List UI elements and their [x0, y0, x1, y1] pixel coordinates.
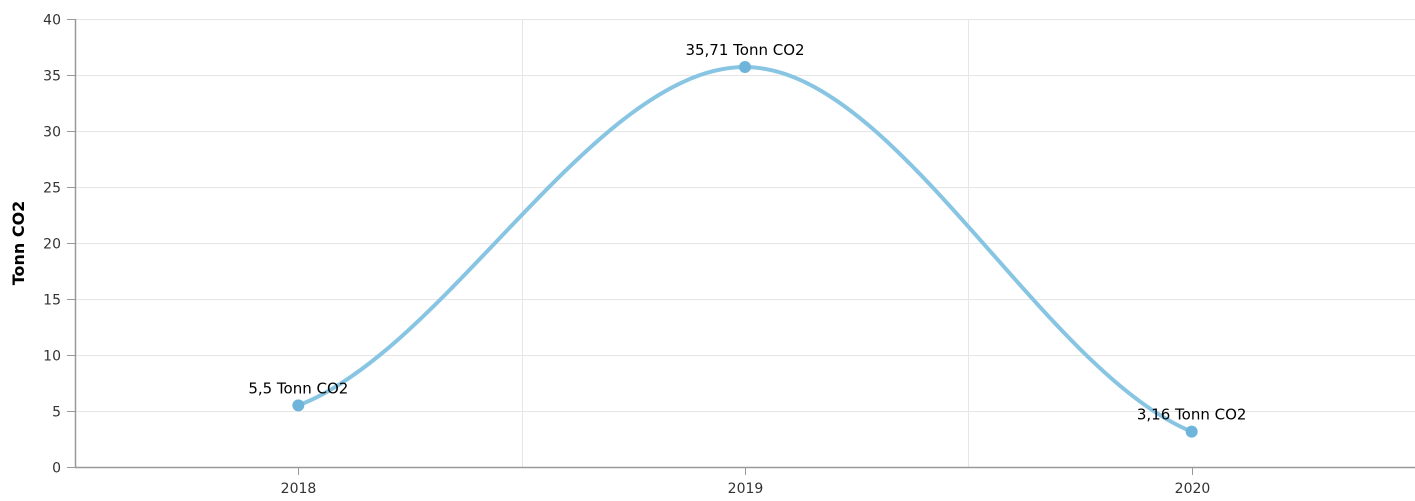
y-tick-label-15: 15: [43, 293, 61, 309]
y-tick-label-40: 40: [43, 13, 61, 29]
y-tick-label-30: 30: [43, 125, 61, 141]
data-label-2018: 5,5 Tonn CO2: [248, 379, 348, 397]
y-axis-tick-labels: 0 5 10 15 20 25 30 35 40: [43, 13, 75, 477]
x-axis-tick-labels: 2018 2019 2020: [281, 467, 1211, 497]
data-labels-group: 5,5 Tonn CO2 35,71 Tonn CO2 3,16 Tonn CO2: [248, 41, 1246, 424]
y-axis-label: Tonn CO2: [9, 201, 28, 286]
series-line-0: [296, 65, 1194, 434]
x-tick-label-2020: 2020: [1175, 481, 1211, 497]
data-point-2018[interactable]: [292, 399, 305, 412]
data-label-2019: 35,71 Tonn CO2: [685, 41, 804, 59]
y-tick-label-5: 5: [52, 405, 61, 421]
x-tick-label-2019: 2019: [728, 481, 764, 497]
y-tick-label-20: 20: [43, 237, 61, 253]
x-tick-label-2018: 2018: [281, 481, 317, 497]
data-label-2020: 3,16 Tonn CO2: [1137, 406, 1247, 424]
y-tick-label-10: 10: [43, 349, 61, 365]
vertical-gridlines: [522, 19, 969, 467]
y-tick-label-35: 35: [43, 69, 61, 85]
y-tick-label-0: 0: [52, 461, 61, 477]
data-point-2020[interactable]: [1185, 425, 1198, 438]
data-point-2019[interactable]: [739, 61, 751, 74]
series-group: [292, 61, 1198, 438]
y-tick-label-25: 25: [43, 181, 61, 197]
horizontal-gridlines: [75, 19, 1415, 412]
